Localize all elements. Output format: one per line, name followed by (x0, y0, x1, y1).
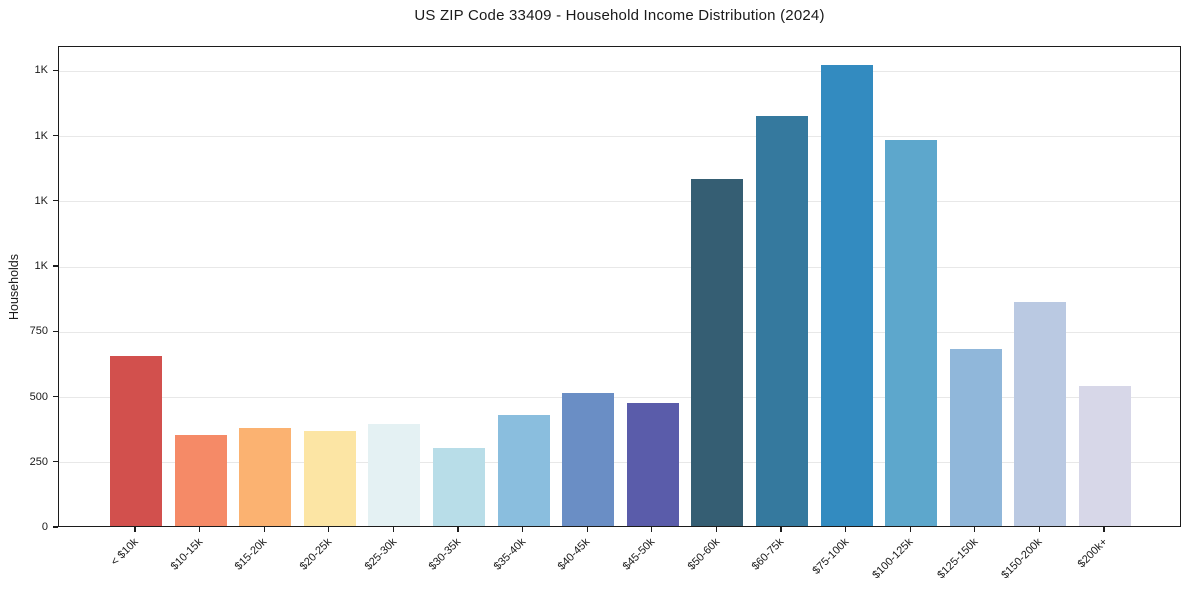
y-tick-label: 1K (34, 260, 48, 272)
x-tick-mark (521, 527, 524, 532)
bar-60-75k (756, 116, 808, 526)
x-tick-mark (974, 527, 976, 532)
x-tick-label: $75-100k (810, 536, 852, 577)
y-tick-mark (53, 395, 58, 398)
bar-100-125k (885, 139, 938, 526)
y-tick-label: 250 (29, 455, 48, 468)
bar-50-60k (691, 178, 744, 526)
gridline (59, 136, 1180, 138)
bar-150-200k (1014, 301, 1067, 526)
x-tick-label: $40-45k (556, 536, 593, 573)
x-tick-mark (844, 527, 847, 532)
x-tick-label: $10-15k (168, 536, 206, 573)
bar-35-40k (497, 415, 550, 526)
bar-30-35k (433, 447, 485, 526)
x-tick-mark (909, 527, 911, 532)
x-tick-mark (1038, 527, 1041, 532)
x-tick-mark (586, 527, 588, 532)
x-tick-label: $35-40k (491, 536, 529, 573)
y-tick-label: 1K (34, 194, 48, 207)
x-tick-mark (263, 527, 265, 532)
gridline (59, 331, 1180, 333)
y-tick-mark (53, 69, 58, 71)
bar-10k (110, 356, 162, 526)
bar-40-45k (562, 392, 615, 526)
y-tick-mark (53, 134, 58, 137)
bar-75-100k (820, 65, 873, 526)
x-tick-mark (198, 527, 201, 532)
y-tick-label: 1K (34, 129, 48, 142)
bar-15-20k (239, 428, 292, 526)
x-tick-label: $125-150k (935, 536, 981, 582)
x-tick-label: $50-60k (685, 536, 722, 573)
x-tick-label: $45-50k (620, 536, 658, 573)
y-tick-mark (53, 330, 58, 332)
gridline (59, 462, 1180, 464)
plot-area (58, 46, 1181, 527)
gridline (59, 70, 1180, 72)
y-tick-mark (53, 265, 58, 267)
bar-200k (1079, 386, 1131, 526)
chart-title: US ZIP Code 33409 - Household Income Dis… (414, 7, 825, 24)
y-tick-label: 1K (34, 64, 48, 77)
gridline (59, 266, 1180, 268)
y-tick-label: 750 (29, 325, 48, 338)
x-tick-label: $200k+ (1075, 536, 1110, 571)
y-axis-label: Households (7, 254, 21, 321)
x-tick-mark (651, 527, 653, 532)
x-tick-mark (392, 527, 395, 532)
x-tick-label: $20-25k (297, 536, 335, 573)
bar-10-15k (174, 434, 227, 526)
bar-20-25k (303, 430, 356, 526)
x-tick-label: $15-20k (233, 536, 270, 573)
x-tick-label: $25-30k (362, 536, 399, 573)
gridline (59, 201, 1180, 203)
x-tick-mark (1103, 527, 1105, 532)
gridline (59, 397, 1180, 398)
bar-125-150k (949, 348, 1002, 526)
x-tick-label: $100-125k (870, 536, 916, 582)
y-tick-mark (53, 461, 58, 463)
x-tick-mark (134, 527, 136, 532)
y-tick-mark (53, 526, 58, 528)
y-tick-label: 0 (41, 521, 48, 533)
x-tick-label: $30-35k (426, 536, 464, 573)
y-tick-mark (53, 200, 58, 202)
x-tick-mark (457, 527, 459, 532)
x-tick-mark (715, 527, 718, 532)
x-tick-label: $150-200k (999, 536, 1045, 582)
x-tick-label: < $10k (108, 536, 141, 569)
bar-45-50k (626, 403, 679, 526)
bar-25-30k (368, 424, 421, 526)
x-tick-mark (780, 527, 782, 532)
x-tick-mark (328, 527, 330, 532)
x-tick-label: $60-75k (749, 536, 787, 573)
y-tick-label: 500 (29, 390, 48, 403)
